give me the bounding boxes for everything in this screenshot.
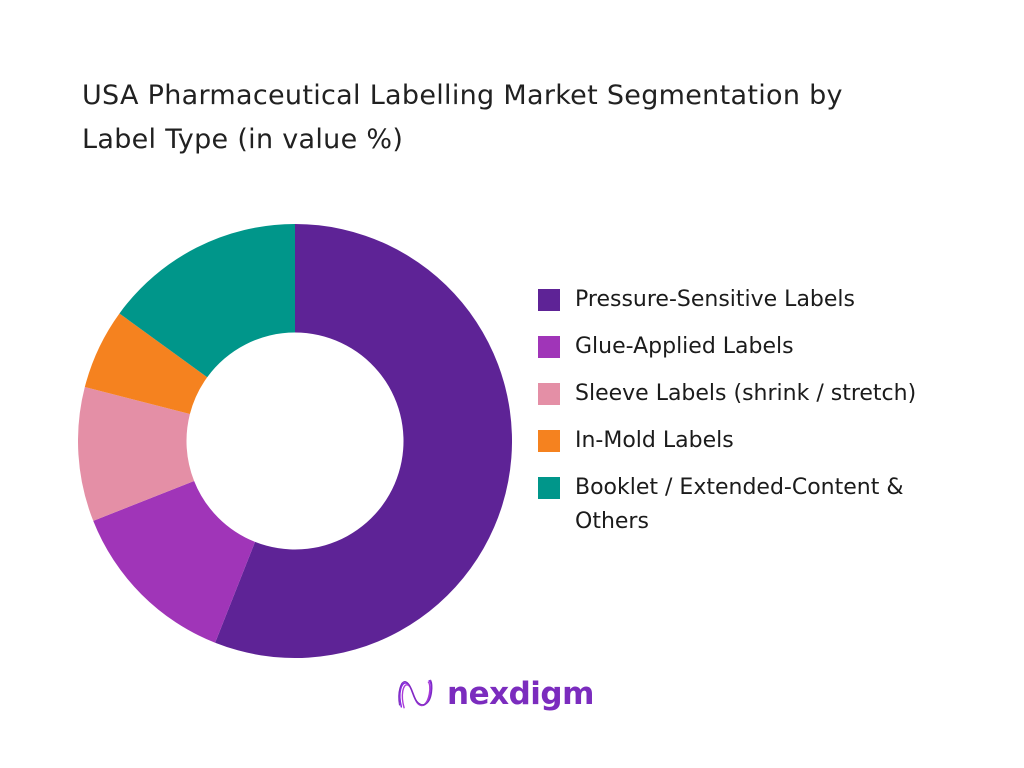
legend-swatch-booklet [538, 477, 560, 499]
nexdigm-wordmark: nexdigm [447, 676, 594, 712]
donut-chart-svg [78, 224, 512, 658]
legend-label-glue-applied: Glue-Applied Labels [575, 334, 794, 359]
donut-segment-2 [78, 387, 195, 521]
legend-swatch-pressure-sensitive [538, 289, 560, 311]
legend-item-in-mold: In-Mold Labels [538, 424, 983, 458]
donut-chart [78, 224, 512, 658]
donut-segment-0 [215, 224, 512, 658]
legend-label-sleeve: Sleeve Labels (shrink / stretch) [575, 381, 917, 406]
nexdigm-logo-icon [398, 679, 433, 709]
donut-segment-1 [93, 480, 256, 643]
legend-item-glue-applied: Glue-Applied Labels [538, 330, 983, 364]
chart-legend: Pressure-Sensitive Labels Glue-Applied L… [538, 283, 983, 539]
brand-logo: nexdigm [394, 674, 594, 714]
legend-label-booklet: Booklet / Extended-Content & Others [575, 475, 904, 534]
chart-title-line-1: USA Pharmaceutical Labelling Market Segm… [82, 80, 843, 111]
legend-swatch-sleeve [538, 383, 560, 405]
legend-item-booklet: Booklet / Extended-Content & Others [538, 471, 983, 539]
legend-swatch-glue-applied [538, 336, 560, 358]
chart-title-line-2: Label Type (in value %) [82, 124, 404, 155]
legend-item-sleeve: Sleeve Labels (shrink / stretch) [538, 377, 983, 411]
legend-item-pressure-sensitive: Pressure-Sensitive Labels [538, 283, 983, 317]
donut-segment-3 [84, 313, 208, 415]
chart-title: USA Pharmaceutical Labelling Market Segm… [82, 74, 1012, 162]
legend-label-pressure-sensitive: Pressure-Sensitive Labels [575, 287, 855, 312]
donut-segment-4 [119, 224, 295, 378]
legend-swatch-in-mold [538, 430, 560, 452]
legend-label-in-mold: In-Mold Labels [575, 428, 734, 453]
